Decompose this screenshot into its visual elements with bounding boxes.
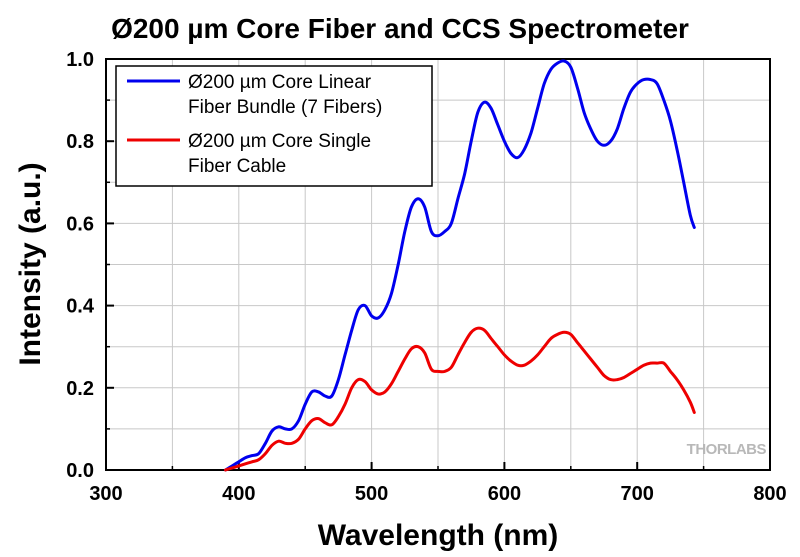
y-tick-label: 0.0: [66, 460, 94, 482]
series-line-fiber-bundle: [224, 59, 696, 472]
x-tick-label: 600: [488, 483, 521, 505]
legend: Ø200 µm Core Linear Fiber Bundle (7 Fibe…: [115, 65, 433, 187]
y-axis-title: Intensity (a.u.): [14, 162, 47, 365]
y-tick-label: 0.6: [66, 213, 94, 235]
x-tick-label: 400: [222, 483, 255, 505]
x-tick-label: 300: [89, 483, 122, 505]
grid-lines: [106, 59, 770, 470]
y-tick-label: 0.2: [66, 378, 94, 400]
series-lines: [224, 59, 696, 472]
x-tick-label: 700: [621, 483, 654, 505]
y-tick-label: 1.0: [66, 49, 94, 71]
x-tick-label: 800: [753, 483, 786, 505]
y-tick-label: 0.4: [66, 296, 95, 318]
legend-label-bundle-line2: Fiber Bundle (7 Fibers): [188, 97, 382, 118]
x-axis-title: Wavelength (nm): [318, 519, 559, 552]
thorlabs-watermark: THORLABS: [687, 441, 767, 458]
legend-label-single-line1: Ø200 µm Core Single: [188, 131, 371, 152]
chart-title: Ø200 µm Core Fiber and CCS Spectrometer: [111, 13, 689, 44]
legend-label-bundle-line1: Ø200 µm Core Linear: [188, 72, 372, 93]
y-tick-label: 0.8: [66, 131, 94, 153]
legend-label-single-line2: Fiber Cable: [188, 156, 286, 177]
x-tick-label: 500: [355, 483, 388, 505]
legend-box: [115, 65, 433, 187]
series-line-single-fiber: [224, 326, 696, 472]
